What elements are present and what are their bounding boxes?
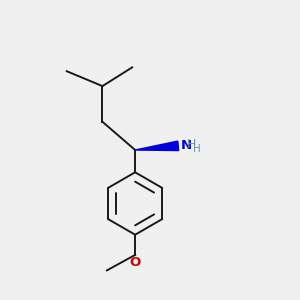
Polygon shape <box>135 141 179 151</box>
Text: O: O <box>130 256 141 269</box>
Text: H: H <box>193 144 201 154</box>
Text: H: H <box>187 138 196 151</box>
Text: N: N <box>181 139 192 152</box>
